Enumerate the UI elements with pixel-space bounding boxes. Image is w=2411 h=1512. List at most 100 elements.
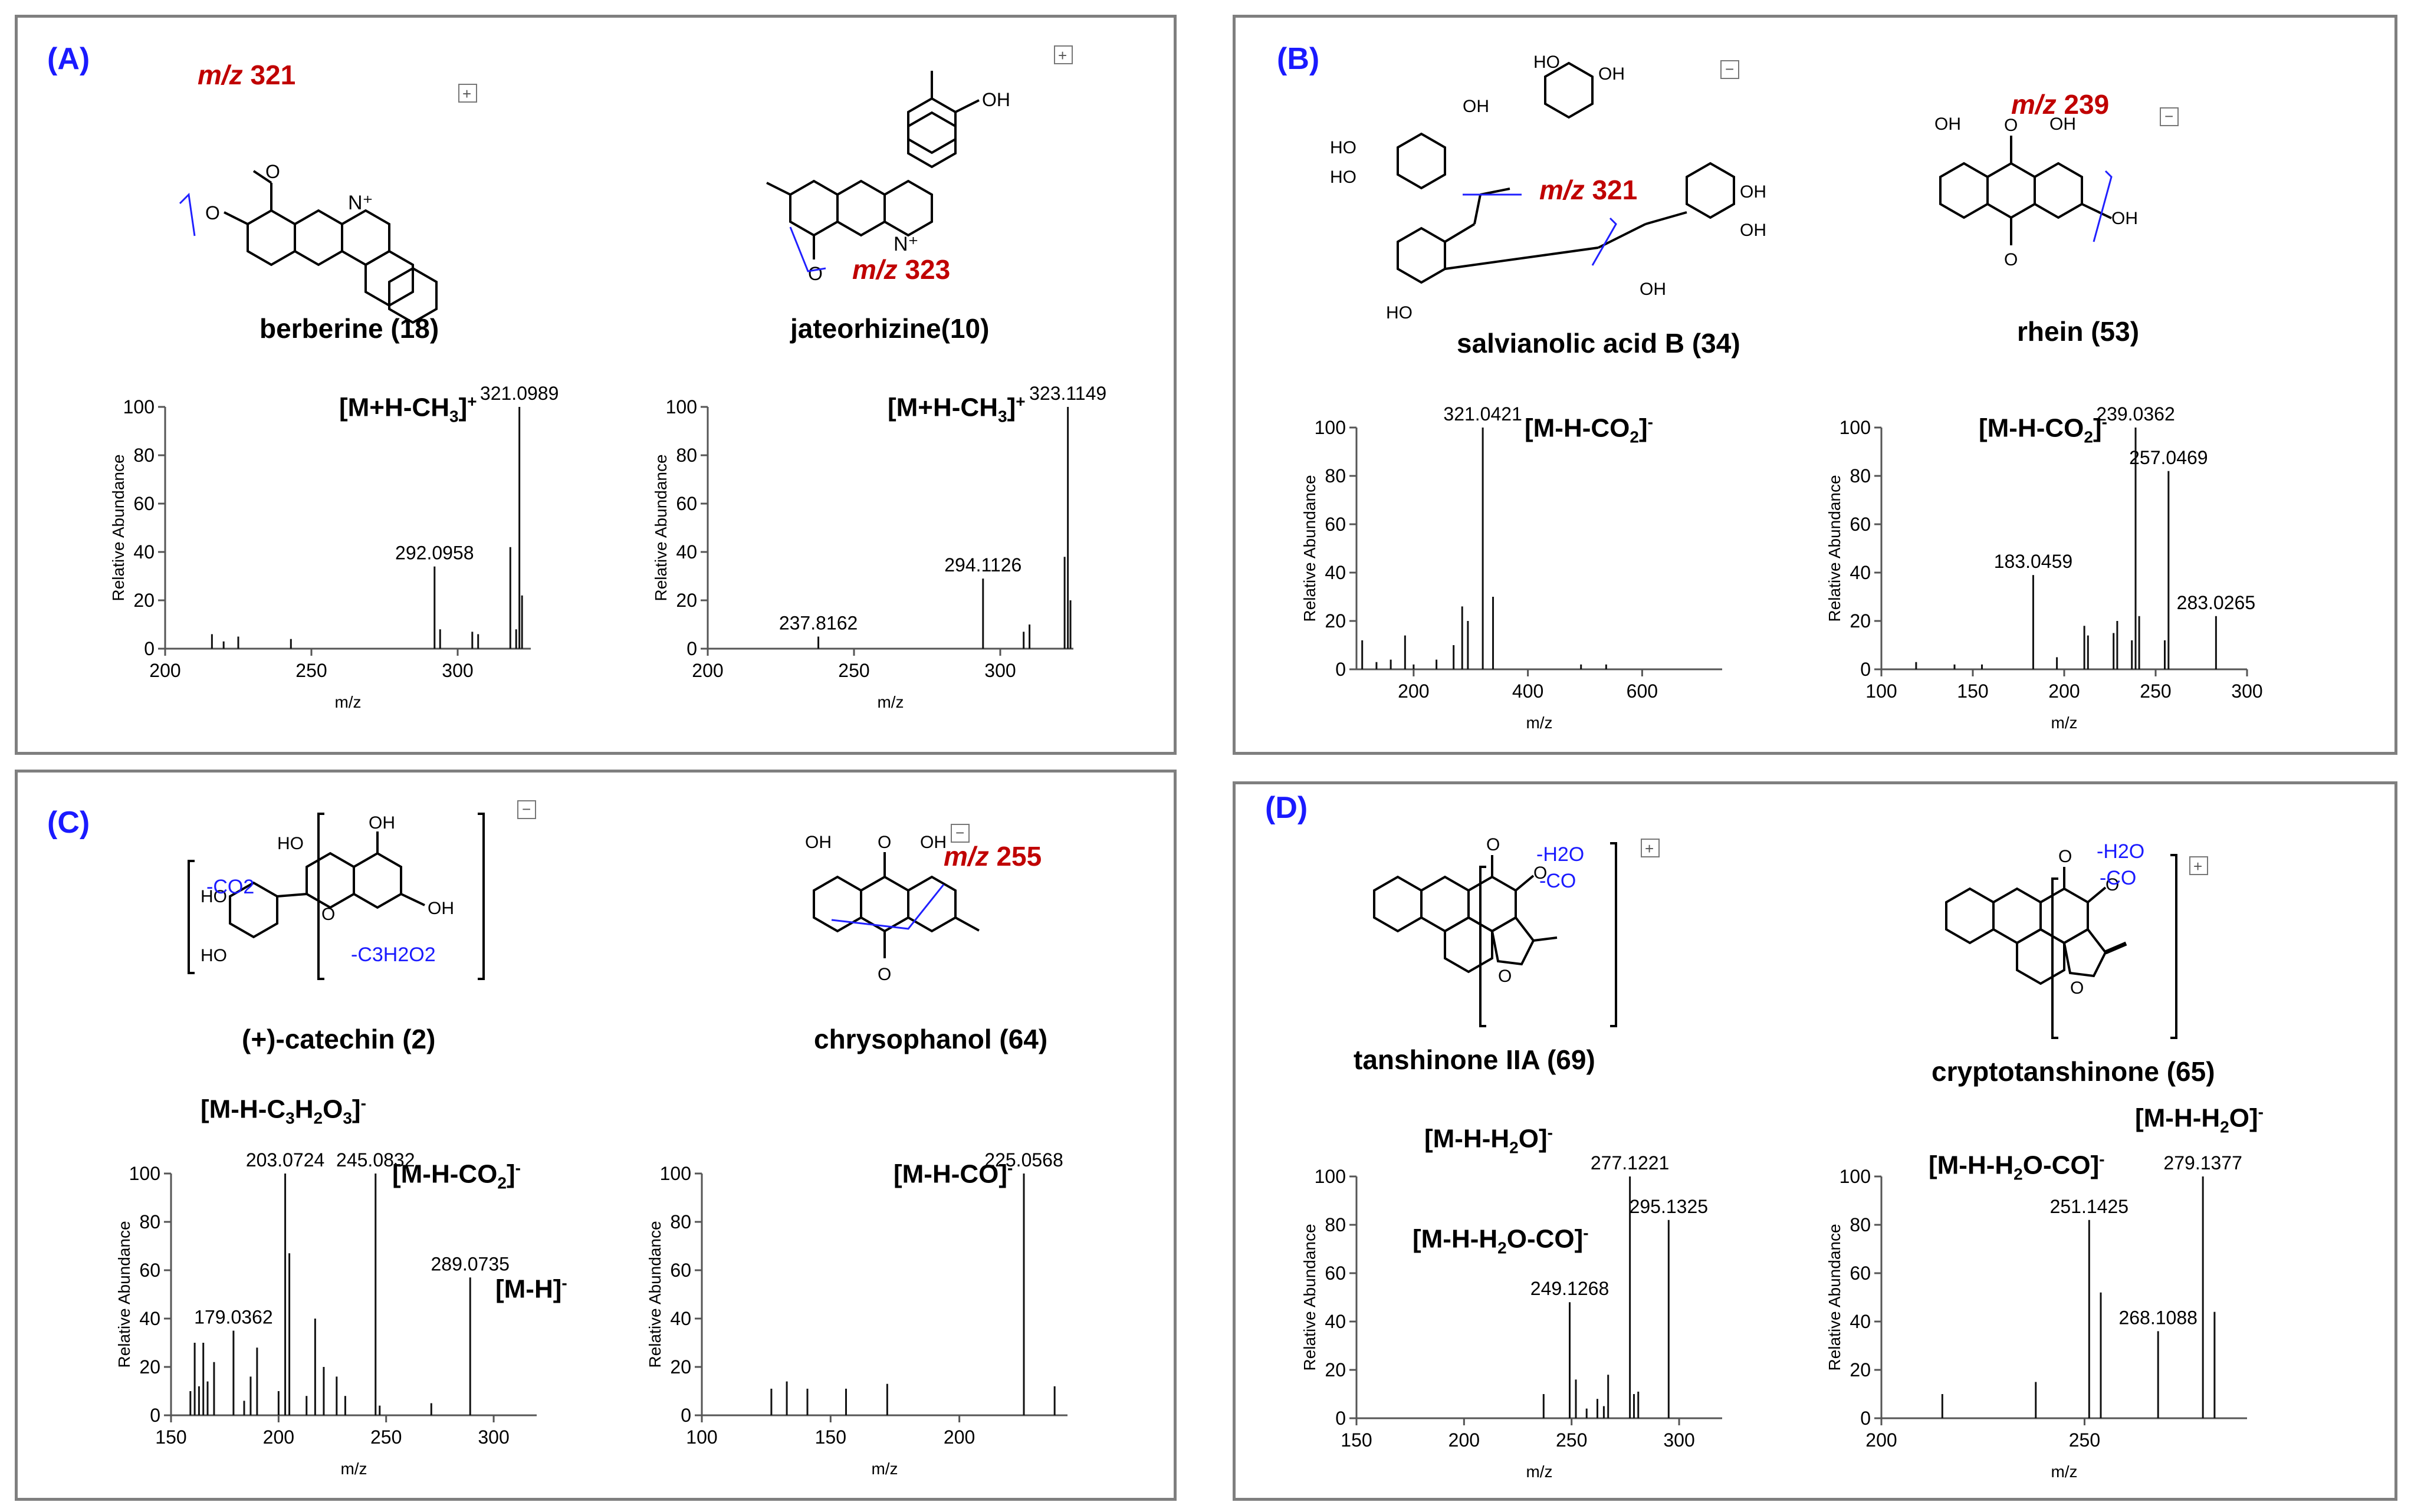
x-axis-label: m/z: [2051, 714, 2077, 732]
catechin-c3h2o2-loss: -C3H2O2: [351, 944, 436, 966]
y-tick-label: 80: [1850, 465, 1871, 487]
ion-label-crypto-h2o-co: [M-H-H2O-CO]-: [1929, 1150, 2105, 1184]
svg-text:+: +: [1645, 840, 1654, 857]
spectrum-salvianolic-plot: 0 20 40 60 80 100 200 400 600 Relative Abundance m…: [1300, 403, 1722, 732]
peak-label: 277.1221: [1591, 1152, 1669, 1174]
svg-text:OH: OH: [920, 833, 947, 852]
x-axis-label: m/z: [334, 693, 361, 711]
y-axis-label: Relative Abundance: [109, 454, 127, 601]
spectrum-jateorhizine-plot: 0 20 40 60 80 100 200 250 300 Relative Abundance m…: [652, 383, 1106, 711]
y-tick-label: 0: [1860, 659, 1871, 680]
ion-label-crypto-h2o: [M-H-H2O]-: [2135, 1103, 2264, 1136]
svg-text:−: −: [522, 800, 531, 818]
negative-charge-icon: −: [1720, 60, 1739, 79]
y-tick-label: 80: [670, 1211, 691, 1232]
x-tick-label: 100: [1865, 681, 1897, 702]
peak-label: 183.0459: [1994, 551, 2072, 572]
positive-charge-icon: +: [2189, 856, 2208, 875]
y-tick-label: 80: [1325, 465, 1346, 487]
spectrum-chrysophanol-plot: 0 20 40 60 80 100 100 150 200 Relative Abundance m…: [646, 1149, 1067, 1478]
y-tick-label: 40: [670, 1308, 691, 1329]
x-tick-label: 300: [984, 660, 1016, 681]
ion-label-jateorhizine: [M+H-CH3]+: [888, 392, 1026, 426]
y-tick-label: 40: [676, 541, 697, 563]
svg-text:HO: HO: [1386, 303, 1413, 323]
y-tick-label: 100: [129, 1163, 160, 1184]
y-tick-label: 80: [133, 445, 155, 466]
peak-label: 321.0989: [480, 383, 559, 404]
x-tick-label: 150: [815, 1426, 846, 1448]
panel-label-a: (A): [47, 42, 90, 76]
ion-label-tanshinone-h2o-co: [M-H-H2O-CO]-: [1413, 1224, 1589, 1257]
x-tick-label: 150: [1341, 1429, 1372, 1451]
y-tick-label: 100: [1840, 417, 1871, 438]
panel-label-d: (D): [1265, 791, 1308, 825]
x-axis-label: m/z: [1526, 1462, 1552, 1481]
peak-label: 239.0362: [2096, 403, 2175, 425]
peak-label: 179.0362: [194, 1307, 272, 1328]
peak-label: 268.1088: [2118, 1307, 2197, 1328]
y-tick-label: 40: [1325, 562, 1346, 583]
y-tick-label: 60: [1325, 514, 1346, 535]
spectrum-rhein: 0 20 40 60 80 100 100 150 200 250 300 Relative Abun…: [1805, 386, 2288, 743]
y-tick-label: 60: [676, 493, 697, 514]
svg-text:HO: HO: [1330, 138, 1356, 157]
y-tick-label: 20: [1325, 610, 1346, 632]
x-tick-label: 200: [1448, 1429, 1480, 1451]
svg-text:O: O: [2004, 116, 2018, 135]
y-tick-label: 60: [133, 493, 155, 514]
peak-label: 251.1425: [2050, 1196, 2128, 1217]
salvianolic-acid-b-name: salvianolic acid B (34): [1457, 328, 1740, 359]
negative-charge-icon: −: [517, 800, 536, 819]
rhein-structure: OH O OH O OH: [1934, 114, 2138, 269]
cryptotanshinone-name: cryptotanshinone (65): [1932, 1056, 2215, 1087]
x-tick-label: 300: [2231, 681, 2262, 702]
svg-text:O: O: [2105, 875, 2119, 895]
salvianolic-fragment-annotation: m/z 321: [1539, 174, 1637, 206]
y-tick-label: 100: [660, 1163, 691, 1184]
berberine-mz-value: 321: [250, 60, 296, 90]
ion-label-chrysophanol: [M-H-CO]-: [894, 1159, 1013, 1189]
y-tick-label: 20: [676, 590, 697, 611]
y-tick-label: 40: [133, 541, 155, 563]
ion-label-berberine: [M+H-CH3]+: [339, 392, 477, 426]
x-axis-label: m/z: [2051, 1462, 2077, 1481]
y-tick-label: 0: [681, 1405, 691, 1426]
svg-text:O: O: [265, 161, 280, 182]
svg-text:+: +: [1058, 47, 1067, 64]
svg-text:N⁺: N⁺: [894, 233, 919, 255]
rhein-fragment-annotation: m/z 239: [2011, 88, 2109, 120]
y-tick-label: 100: [666, 396, 697, 418]
svg-text:OH: OH: [1740, 221, 1766, 240]
y-tick-label: 80: [1850, 1214, 1871, 1235]
svg-text:HO: HO: [201, 887, 227, 906]
y-tick-label: 0: [1860, 1408, 1871, 1429]
x-axis-label: m/z: [871, 1460, 898, 1478]
peak-label: 279.1377: [2163, 1152, 2242, 1174]
mz-prefix: m/z: [2011, 89, 2057, 120]
y-tick-label: 0: [150, 1405, 160, 1426]
y-tick-label: 40: [1850, 562, 1871, 583]
jateorhizine-fragment-annotation: m/z 323: [852, 254, 950, 285]
tanshinone-iia-name: tanshinone IIA (69): [1354, 1044, 1595, 1075]
negative-charge-icon: −: [951, 824, 970, 843]
svg-text:OH: OH: [805, 833, 832, 852]
y-tick-label: 20: [670, 1356, 691, 1378]
svg-text:OH: OH: [2111, 209, 2138, 228]
berberine-fragment-annotation: m/z 321: [198, 59, 295, 91]
svg-text:O: O: [2070, 978, 2084, 998]
ion-label-rhein: [M-H-CO2]-: [1979, 413, 2107, 446]
ion-label-catechin-c3h2o3: [M-H-C3H2O3]-: [201, 1094, 366, 1128]
spectrum-tanshinone-plot: 0 20 40 60 80 100 150 200 250 300 Relative Abundan…: [1300, 1152, 1722, 1481]
y-tick-label: 100: [1840, 1166, 1871, 1187]
positive-charge-icon: +: [1641, 839, 1660, 857]
spectrum-tanshinone: 0 20 40 60 80 100 150 200 250 300 Relative Abundan…: [1280, 1135, 1763, 1492]
crypto-co-loss: -CO: [2100, 867, 2137, 889]
svg-text:HO: HO: [201, 946, 227, 965]
jateorhizine-structure: N⁺ OH O: [766, 71, 1010, 284]
y-tick-label: 60: [1850, 1263, 1871, 1284]
svg-text:O: O: [2004, 250, 2018, 269]
y-tick-label: 80: [676, 445, 697, 466]
x-tick-label: 250: [838, 660, 869, 681]
spectrum-berberine-plot: 0 20 40 60 80 100 200 250 300 Relative Abundance m…: [109, 383, 559, 711]
